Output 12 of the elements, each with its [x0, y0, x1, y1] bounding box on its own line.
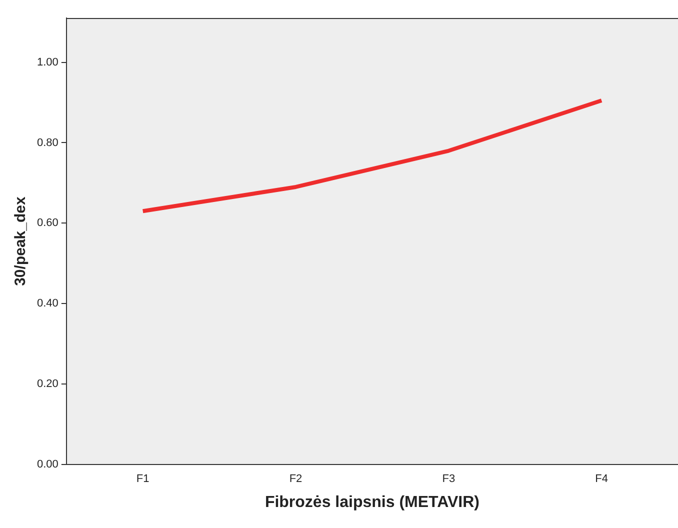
x-axis-title: Fibrozės laipsnis (METAVIR): [264, 494, 480, 511]
y-tick-label: 0.80: [36, 136, 58, 149]
x-tick-label: F3: [442, 473, 456, 486]
x-tick-label: F4: [595, 473, 608, 486]
y-tick-label: 0.00: [36, 458, 58, 471]
y-tick-label: 0.20: [36, 378, 58, 390]
y-tick-label: 0.60: [36, 217, 58, 230]
y-tick-label: 1.00: [36, 56, 58, 68]
y-axis-title: 30/peak_dex: [12, 196, 30, 286]
x-tick-label: F1: [136, 473, 150, 486]
y-tick-label: 0.40: [36, 298, 58, 310]
x-tick-label: F2: [289, 473, 302, 486]
